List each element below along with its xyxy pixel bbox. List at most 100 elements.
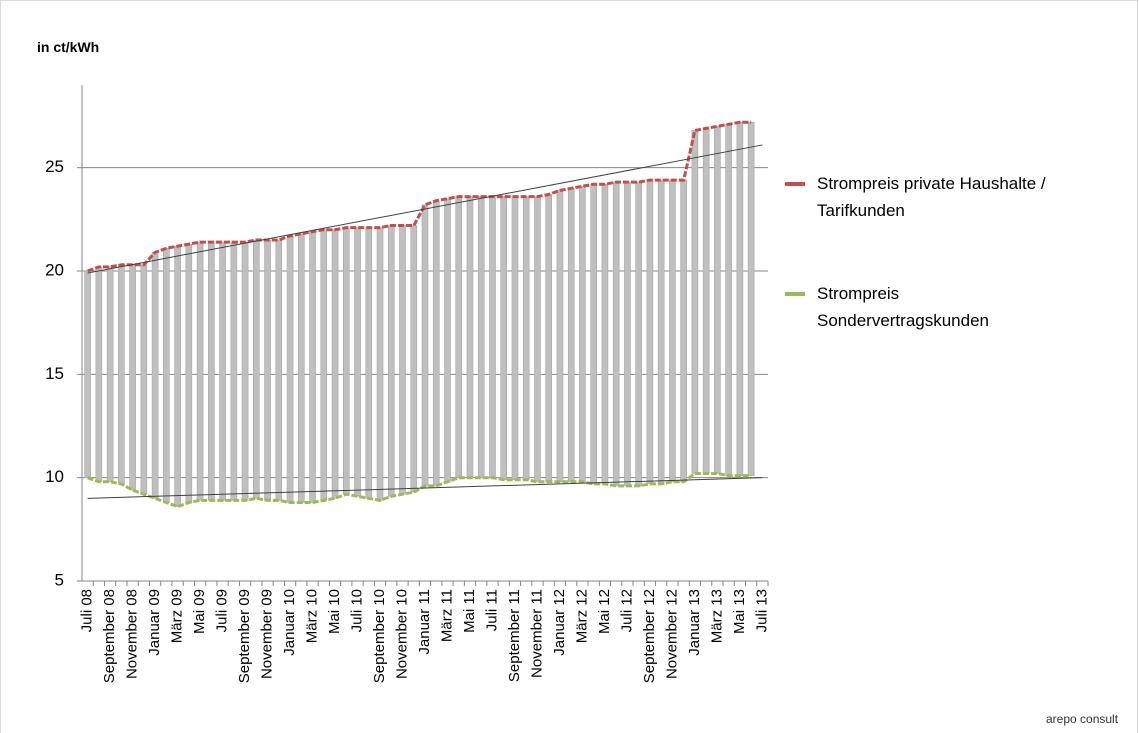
legend-label: Strompreis private Haushalte / Tarifkund… <box>817 174 1046 220</box>
x-tick-label: September 10 <box>371 589 388 683</box>
trendline <box>87 144 763 274</box>
x-tick-label: Juli 13 <box>753 589 770 632</box>
y-tick-label: 10 <box>45 467 64 486</box>
y-tick-label: 5 <box>55 570 64 589</box>
high-low-bar <box>736 121 744 476</box>
series-line <box>87 472 752 509</box>
x-tick-label: November 10 <box>393 589 410 679</box>
high-low-bar <box>522 196 530 481</box>
high-low-bar <box>624 181 631 487</box>
x-tick-label: Mai 11 <box>461 589 478 633</box>
legend-swatch <box>785 292 805 296</box>
x-tick-label: Januar 11 <box>416 589 433 655</box>
high-low-bar <box>747 121 755 476</box>
high-low-bar <box>545 194 553 483</box>
high-low-bar <box>331 229 339 499</box>
high-low-bar <box>129 264 136 491</box>
x-tick-label: März 11 <box>438 589 455 642</box>
legend-label: Strompreis Sondervertragskunden <box>817 284 990 330</box>
x-tick-label: März 09 <box>169 589 186 643</box>
high-low-bar <box>253 239 260 499</box>
high-low-bar <box>432 200 440 487</box>
x-tick-label: Mai 13 <box>731 589 748 634</box>
x-tick-label: März 12 <box>573 589 590 643</box>
high-low-bar <box>163 247 170 503</box>
x-tick-label: September 09 <box>236 589 253 683</box>
high-low-bar <box>702 128 710 474</box>
high-low-bar <box>241 241 249 501</box>
x-tick-label: Mai 09 <box>191 589 208 634</box>
high-low-bar <box>714 126 721 474</box>
high-low-bar <box>646 179 654 485</box>
high-low-bar <box>399 225 406 495</box>
high-low-bar <box>725 123 732 476</box>
high-low-bar <box>669 179 676 483</box>
high-low-bar <box>691 130 699 474</box>
x-tick-label: Januar 09 <box>146 589 163 656</box>
x-tick-label: Juli 10 <box>348 589 365 632</box>
x-tick-label: November 09 <box>259 589 276 679</box>
high-low-bar <box>657 179 665 485</box>
high-low-bar <box>320 229 328 501</box>
x-tick-label: März 13 <box>708 589 725 643</box>
high-low-bar <box>297 233 305 503</box>
high-low-bar <box>365 227 373 499</box>
high-low-bar <box>118 264 125 485</box>
high-low-bar <box>174 245 181 507</box>
x-tick-label: November 12 <box>663 589 680 679</box>
high-low-bar <box>635 181 642 487</box>
y-tick-label: 20 <box>45 260 64 279</box>
x-tick-label: November 11 <box>528 589 545 678</box>
logo: arepo consult <box>1046 712 1119 726</box>
high-low-bar <box>309 231 316 503</box>
high-low-bar <box>376 227 384 501</box>
x-tick-label: Juli 11 <box>483 589 500 631</box>
high-low-bar <box>601 183 609 485</box>
high-low-bar <box>151 252 159 499</box>
high-low-bar <box>342 227 350 495</box>
series-line <box>87 120 752 273</box>
high-low-bar <box>455 196 463 478</box>
high-low-bar <box>95 266 103 483</box>
x-tick-label: Juli 12 <box>618 589 635 632</box>
legend-swatch <box>785 182 805 186</box>
x-tick-label: September 11 <box>506 589 523 682</box>
high-low-bar <box>466 196 474 478</box>
high-low-bar <box>208 241 215 501</box>
high-low-bar <box>444 198 451 483</box>
x-tick-label: November 08 <box>124 589 141 679</box>
high-low-bar <box>421 204 429 487</box>
x-tick-label: September 12 <box>641 589 658 683</box>
high-low-bar <box>196 241 204 501</box>
legend-item: Strompreis Sondervertragskunden <box>785 280 1085 334</box>
y-tick-label: 25 <box>45 157 64 176</box>
high-low-bar <box>84 270 91 478</box>
high-low-bar <box>286 235 294 503</box>
x-tick-label: Mai 12 <box>596 589 613 634</box>
x-tick-label: März 10 <box>304 589 321 643</box>
high-low-bar <box>140 264 148 495</box>
high-low-bar <box>387 225 395 497</box>
legend-item: Strompreis private Haushalte / Tarifkund… <box>785 170 1085 224</box>
high-low-bar <box>106 266 114 483</box>
trendline <box>87 477 763 499</box>
x-tick-label: Juli 09 <box>214 589 231 632</box>
high-low-bar <box>185 243 193 503</box>
high-low-bar <box>680 179 687 483</box>
high-low-bar <box>219 241 226 501</box>
high-low-bar <box>354 227 361 497</box>
high-low-bar <box>556 190 564 483</box>
high-low-bar <box>410 225 418 493</box>
high-low-bar <box>612 181 620 487</box>
high-low-bar <box>477 196 485 478</box>
high-low-bar <box>567 188 575 483</box>
x-tick-label: Januar 12 <box>551 589 568 656</box>
x-tick-label: September 08 <box>101 589 118 683</box>
y-axis-label: in ct/kWh <box>37 39 99 55</box>
high-low-bar <box>489 196 496 478</box>
x-tick-label: Juli 08 <box>79 589 96 632</box>
high-low-bar <box>500 196 508 481</box>
